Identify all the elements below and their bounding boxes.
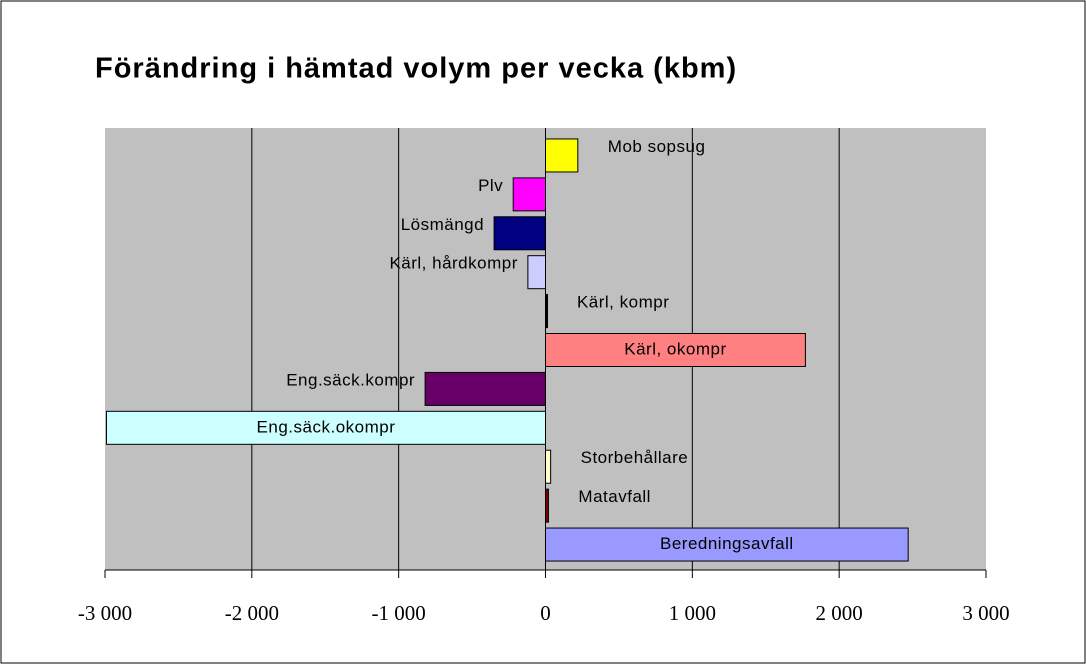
bar-label: Beredningsavfall <box>660 534 794 553</box>
bar-label: Eng.säck.okompr <box>257 417 396 436</box>
bar <box>545 138 579 173</box>
bar-label: Plv <box>478 176 503 195</box>
x-tick-label: 3 000 <box>962 601 1009 625</box>
bar <box>545 449 552 484</box>
bar <box>493 216 547 251</box>
bar-label: Kärl, okompr <box>624 339 726 358</box>
x-tick-label: -3 000 <box>78 601 132 625</box>
bar-label: Mob sopsug <box>608 137 706 156</box>
bar <box>545 488 549 523</box>
x-tick-label: 0 <box>540 601 551 625</box>
bar-label: Matavfall <box>578 487 651 506</box>
bar-label: Eng.säck.kompr <box>286 370 415 389</box>
bar <box>545 294 548 329</box>
x-tick-label: -1 000 <box>372 601 426 625</box>
x-tick-label: -2 000 <box>225 601 279 625</box>
bar <box>545 333 806 367</box>
x-tick-label: 1 000 <box>669 601 716 625</box>
x-tick-label: 2 000 <box>816 601 863 625</box>
bar <box>527 255 547 290</box>
bar <box>545 527 909 562</box>
bar-label: Kärl, hårdkompr <box>389 254 517 273</box>
bar <box>105 410 547 445</box>
bar-label: Kärl, kompr <box>577 293 669 312</box>
bar <box>512 177 546 212</box>
bar <box>424 371 547 406</box>
chart-title: Förändring i hämtad volym per vecka (kbm… <box>95 53 737 85</box>
bar-label: Storbehållare <box>581 448 689 467</box>
bar-label: Lösmängd <box>401 215 484 234</box>
